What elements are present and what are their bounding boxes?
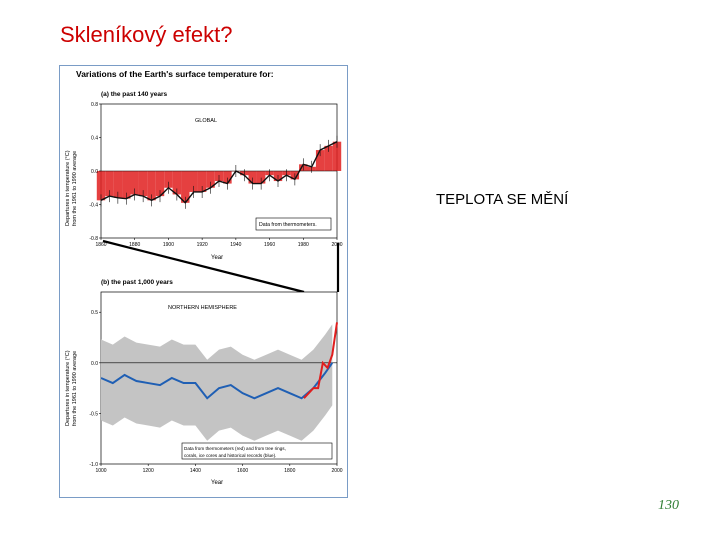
panel-a-legend: Data from thermometers.: [259, 222, 317, 228]
panel-b-ytick-label: 0.0: [91, 361, 98, 367]
panel-b-xtick-label: 1800: [284, 468, 295, 474]
panel-a-bar: [332, 141, 342, 171]
zoom-connector-left: [102, 239, 305, 294]
panel-b-uncertainty-band: [101, 324, 333, 441]
slide-caption: TEPLOTA SE MĚNÍ: [436, 191, 569, 208]
panel-b-xlabel: Year: [211, 480, 223, 486]
slide-title: Skleníkový efekt?: [60, 22, 233, 47]
panel-a-region: GLOBAL: [195, 118, 217, 124]
panel-b-ylabel-2: from the 1961 to 1990 average: [72, 351, 78, 426]
temperature-figure-svg: Variations of the Earth's surface temper…: [65, 69, 343, 486]
panel-b-xtick-label: 1600: [237, 468, 248, 474]
panel-a-bar: [138, 171, 148, 197]
panel-b-proxy-line: [100, 362, 334, 400]
panel-a-bar: [147, 171, 156, 201]
panel-a-bar: [96, 171, 106, 201]
panel-a-bar: [248, 171, 257, 184]
panel-a-xtick-label: 1880: [129, 242, 140, 248]
panel-a-bar: [122, 171, 131, 199]
panel-a-ytick-label: -0.4: [89, 203, 98, 209]
figure-heading: Variations of the Earth's surface temper…: [76, 69, 274, 79]
panel-b-ytick-label: 0.5: [91, 310, 98, 316]
panel-a-xtick-label: 1980: [298, 242, 309, 248]
panel-a-bar: [113, 171, 123, 198]
page-number: 130: [658, 498, 679, 513]
panel-a-bar: [105, 171, 114, 197]
panel-b-ylabel-1: Departures in temperature (°C): [65, 350, 71, 426]
panel-b-xtick-label: 1000: [95, 468, 106, 474]
panel-a-bar: [197, 171, 207, 192]
panel-a-xtick-label: 1920: [197, 242, 208, 248]
panel-a-bar: [206, 171, 215, 188]
panel-a-ytick-label: -0.8: [89, 236, 98, 242]
panel-b-legend-1: Data from thermometers (red) and from tr…: [184, 446, 286, 451]
panel-a-bar: [164, 171, 173, 188]
panel-a-xlabel: Year: [211, 255, 223, 261]
panel-b-label: (b) the past 1,000 years: [101, 279, 173, 286]
panel-a-ylabel-2: from the 1961 to 1990 average: [72, 151, 78, 226]
panel-a-bar: [324, 145, 333, 171]
panel-a-ylabel-1: Departures in temperature (°C): [65, 150, 71, 226]
panel-b-xtick-label: 2000: [331, 468, 342, 474]
panel-a-bar: [223, 171, 232, 184]
panel-b-legend-2: corals, ice cores and historical records…: [184, 453, 276, 458]
panel-a-xtick-label: 1940: [230, 242, 241, 248]
panel-b-ytick-label: -1.0: [89, 462, 98, 468]
panel-a-bar: [181, 171, 190, 203]
temperature-figure: Variations of the Earth's surface temper…: [59, 65, 348, 498]
panel-b-thermometer-line: [303, 322, 338, 399]
panel-b-xtick-label: 1200: [143, 468, 154, 474]
panel-a-bar: [256, 171, 266, 184]
panel-a-label: (a) the past 140 years: [101, 91, 168, 98]
panel-a-bar: [172, 171, 182, 195]
panel-a-bar: [130, 171, 139, 195]
panel-a-ytick-label: 0.4: [91, 136, 98, 142]
panel-a-xtick-label: 1900: [163, 242, 174, 248]
panel-a-bar: [155, 171, 165, 197]
panel-a-bar: [189, 171, 198, 192]
panel-b-region: NORTHERN HEMISPHERE: [168, 305, 237, 311]
panel-a-xtick-label: 1860: [95, 242, 106, 248]
panel-b-ytick-label: -0.5: [89, 411, 98, 417]
panel-a-ytick-label: 0.8: [91, 102, 98, 108]
panel-a-bar: [315, 150, 325, 171]
panel-b-xtick-label: 1400: [190, 468, 201, 474]
panel-a-legend-box: [255, 217, 332, 231]
panel-b-legend-box: [181, 442, 333, 460]
panel-a-xtick-label: 1960: [264, 242, 275, 248]
panel-a-ytick-label: 0.0: [91, 169, 98, 175]
